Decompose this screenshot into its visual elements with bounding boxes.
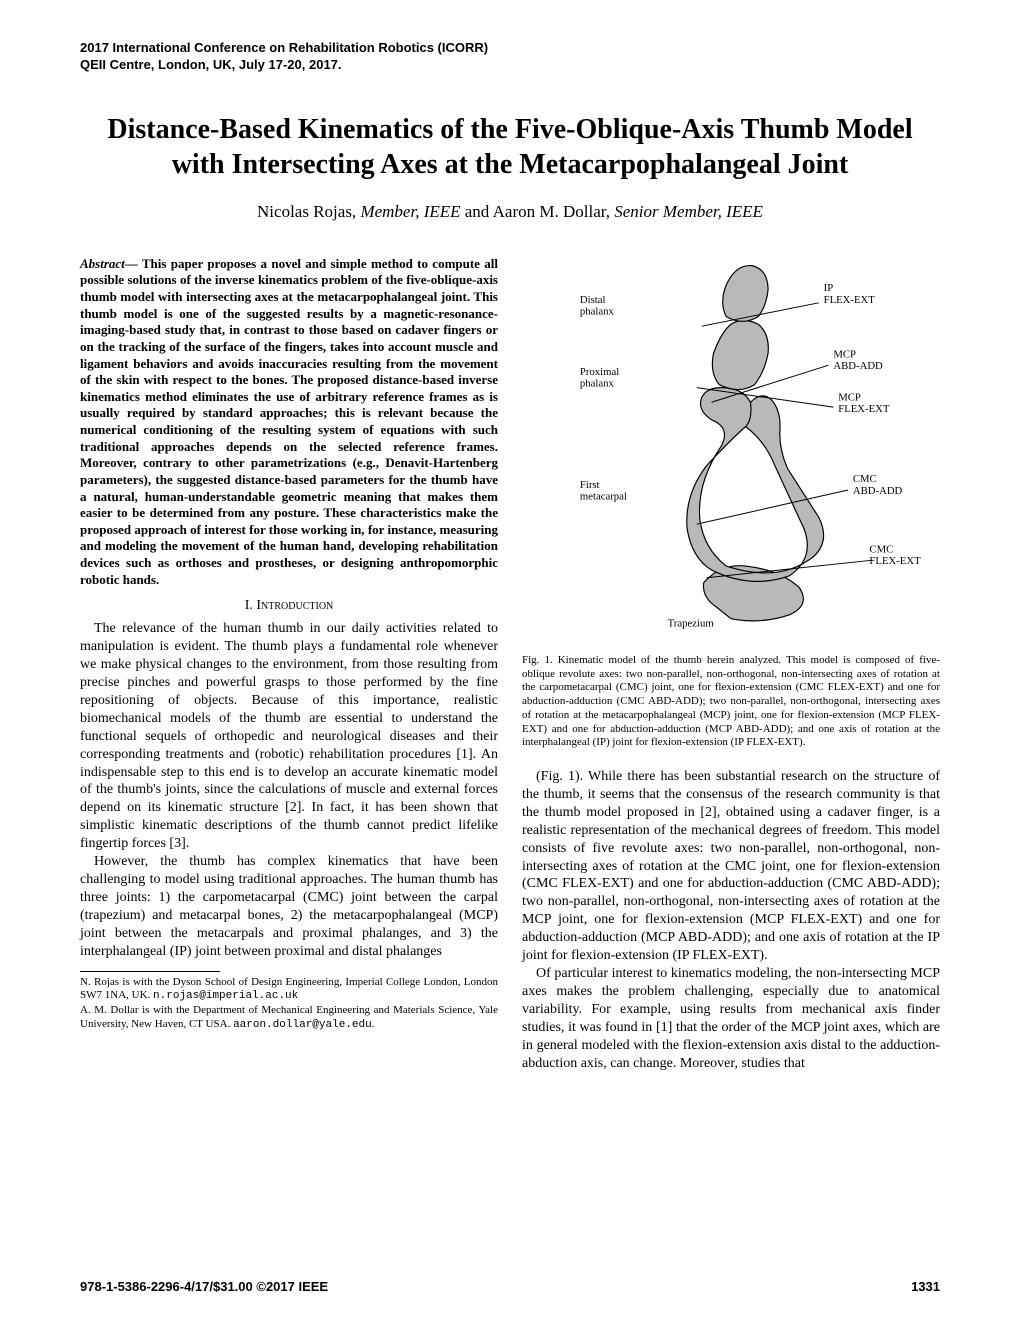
thumb-diagram-svg: Distal phalanx Proximal phalanx First me… (522, 256, 940, 646)
proximal-phalanx-bone (712, 320, 768, 389)
lab-distal2: phalanx (580, 305, 615, 317)
two-column-layout: Abstract— This paper proposes a novel an… (80, 256, 940, 1073)
right-p2: Of particular interest to kinematics mod… (522, 965, 940, 1072)
first-metacarpal-bone (687, 387, 824, 581)
right-body: (Fig. 1). While there has been substanti… (522, 768, 940, 1072)
intro-p1: The relevance of the human thumb in our … (80, 620, 498, 853)
lab-mcpabd: MCP (833, 348, 856, 360)
author1-role: Member, IEEE (360, 202, 460, 221)
affil-2: A. M. Dollar is with the Department of M… (80, 1004, 498, 1033)
lab-proximal: Proximal (580, 366, 619, 378)
authors-line: Nicolas Rojas, Member, IEEE and Aaron M.… (80, 202, 940, 222)
cmc-abd-axis (697, 490, 848, 524)
lab-ip: IP (824, 282, 834, 294)
lab-proximal2: phalanx (580, 377, 615, 389)
affil-1: N. Rojas is with the Dyson School of Des… (80, 976, 498, 1005)
affil-2-tail: . (372, 1018, 375, 1030)
conf-line2: QEII Centre, London, UK, July 17-20, 201… (80, 57, 940, 74)
author1-name: Nicolas Rojas, (257, 202, 356, 221)
lab-trapezium: Trapezium (668, 617, 715, 629)
affiliations: N. Rojas is with the Dyson School of Des… (80, 976, 498, 1033)
lab-cmcflex: CMC (869, 543, 893, 555)
conf-line1: 2017 International Conference on Rehabil… (80, 40, 940, 57)
footer-isbn: 978-1-5386-2296-4/17/$31.00 ©2017 IEEE (80, 1279, 328, 1294)
figure-1: Distal phalanx Proximal phalanx First me… (522, 256, 940, 646)
abstract-text: — This paper proposes a novel and simple… (80, 256, 498, 587)
right-p1: (Fig. 1). While there has been substanti… (522, 768, 940, 965)
lab-mcpflex: MCP (838, 391, 861, 403)
intro-p2: However, the thumb has complex kinematic… (80, 853, 498, 960)
affil-1-email: n.rojas@imperial.ac.uk (153, 990, 298, 1002)
lab-distal: Distal (580, 294, 606, 306)
section-1-heading: I. Introduction (80, 598, 498, 614)
author2-role: Senior Member, IEEE (614, 202, 763, 221)
intro-body: The relevance of the human thumb in our … (80, 620, 498, 960)
right-column: Distal phalanx Proximal phalanx First me… (522, 256, 940, 1073)
affil-divider (80, 971, 220, 972)
footer-page: 1331 (911, 1279, 940, 1294)
lab-cmcabd: CMC (853, 473, 877, 485)
conference-header: 2017 International Conference on Rehabil… (80, 40, 940, 74)
lab-mcpflex2: FLEX-EXT (838, 403, 890, 415)
abstract-block: Abstract— This paper proposes a novel an… (80, 256, 498, 589)
author2-name: Aaron M. Dollar, (493, 202, 610, 221)
paper-title: Distance-Based Kinematics of the Five-Ob… (80, 112, 940, 182)
lab-first2: metacarpal (580, 491, 627, 503)
abstract-label: Abstract (80, 256, 125, 271)
distal-phalanx-bone (723, 265, 768, 321)
authors-join: and (465, 202, 493, 221)
lab-mcpabd2: ABD-ADD (833, 360, 883, 372)
figure-1-caption: Fig. 1. Kinematic model of the thumb her… (522, 654, 940, 750)
page-footer: 978-1-5386-2296-4/17/$31.00 ©2017 IEEE 1… (80, 1279, 940, 1294)
lab-cmcabd2: ABD-ADD (853, 485, 903, 497)
lab-first: First (580, 479, 600, 491)
affil-2-email: aaron.dollar@yale.edu (233, 1019, 372, 1031)
left-column: Abstract— This paper proposes a novel an… (80, 256, 498, 1073)
lab-ip2: FLEX-EXT (824, 294, 876, 306)
lab-cmcflex2: FLEX-EXT (869, 555, 921, 567)
